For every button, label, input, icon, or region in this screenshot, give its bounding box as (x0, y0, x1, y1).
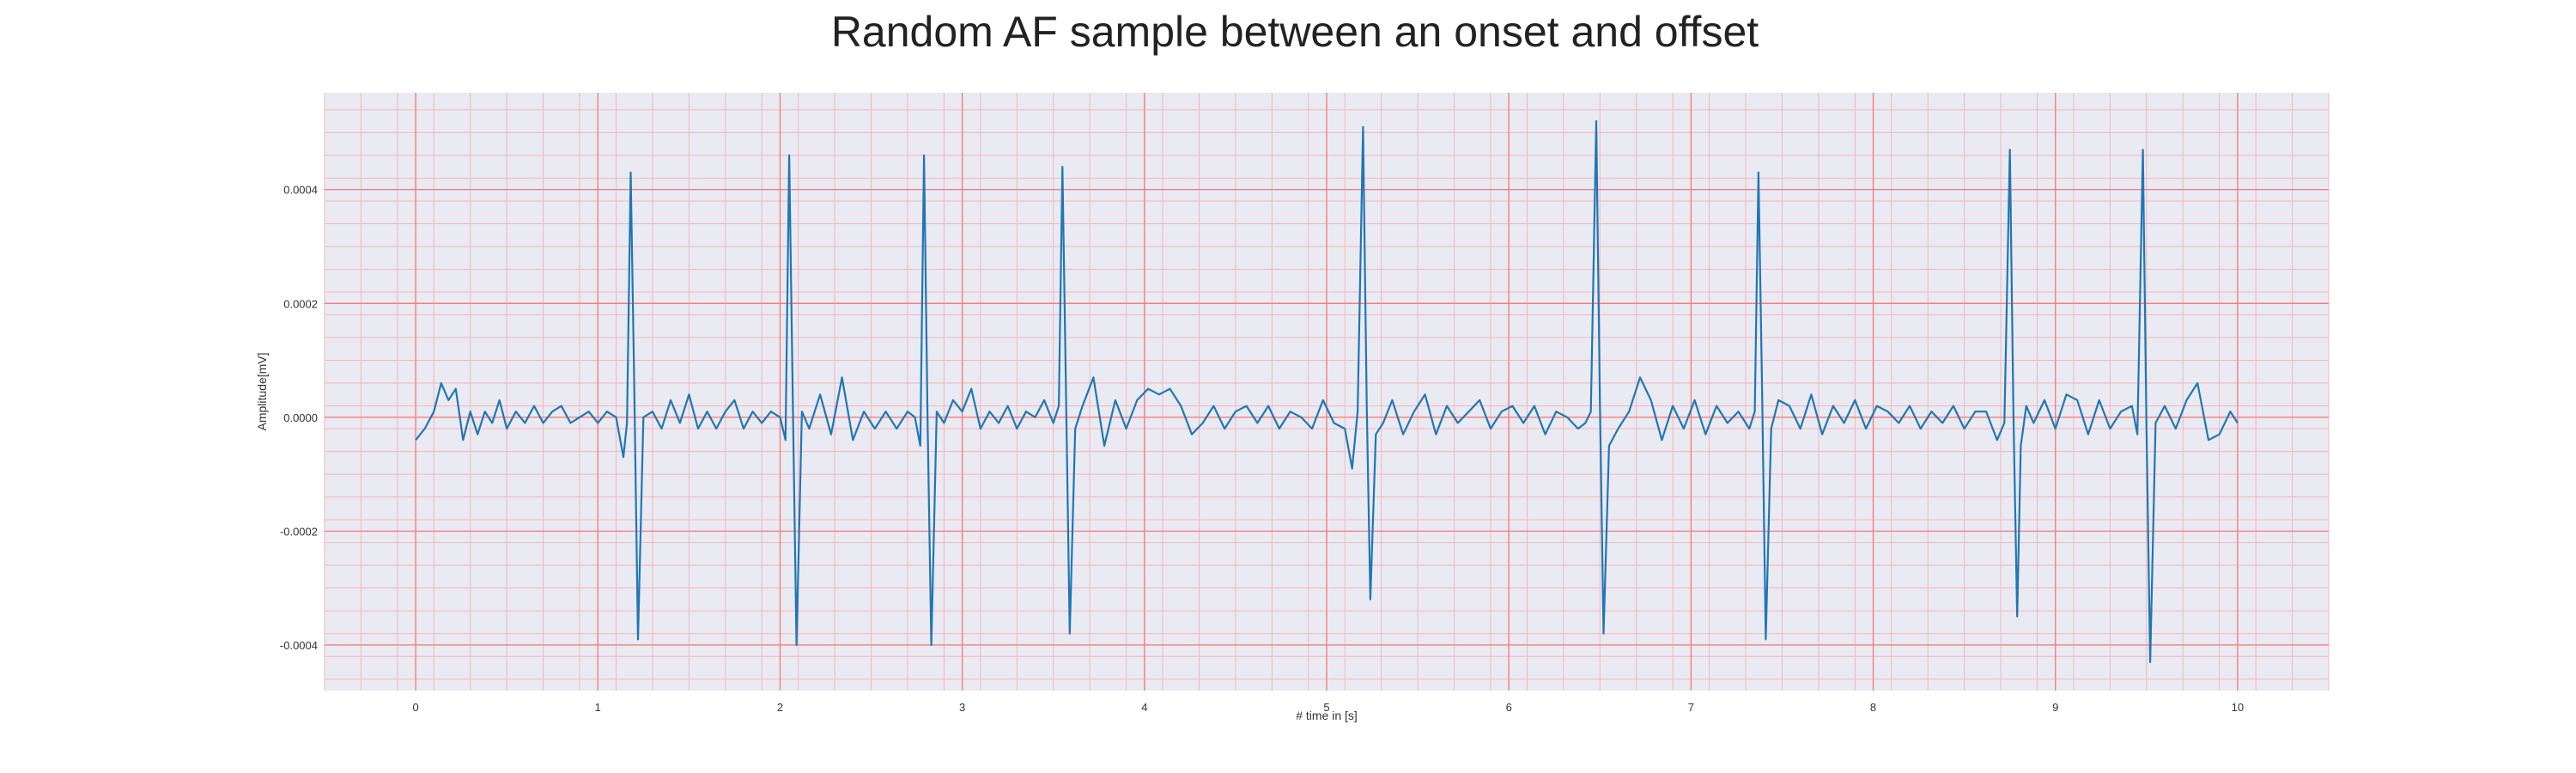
x-axis-ticks: 0 1 2 3 4 5 6 7 8 9 10 (412, 701, 2244, 714)
x-axis-label: # time in [s] (1296, 709, 1358, 722)
x-tick-label: 0 (412, 701, 418, 714)
x-tick-label: 6 (1506, 701, 1512, 714)
x-tick-label: 9 (2052, 701, 2058, 714)
y-tick-label: 0.0000 (283, 411, 318, 424)
y-axis-label: Amplitude[mV] (255, 352, 269, 430)
x-tick-label: 10 (2232, 701, 2244, 714)
x-tick-label: 2 (777, 701, 783, 714)
chart-title: Random AF sample between an onset and of… (831, 8, 1759, 56)
major-grid (325, 93, 2329, 691)
x-tick-label: 5 (1323, 701, 1329, 714)
x-tick-label: 8 (1870, 701, 1876, 714)
x-tick-label: 7 (1688, 701, 1694, 714)
ecg-series-line (415, 120, 2239, 663)
x-tick-label: 1 (595, 701, 601, 714)
y-tick-label: 0.0002 (283, 297, 318, 310)
y-tick-label: -0.0002 (280, 525, 318, 538)
x-tick-label: 3 (959, 701, 965, 714)
y-tick-label: -0.0004 (280, 639, 318, 652)
y-axis-ticks: 0.0004 0.0002 0.0000 -0.0002 -0.0004 (280, 184, 318, 652)
y-tick-label: 0.0004 (283, 184, 318, 197)
x-tick-label: 4 (1141, 701, 1147, 714)
